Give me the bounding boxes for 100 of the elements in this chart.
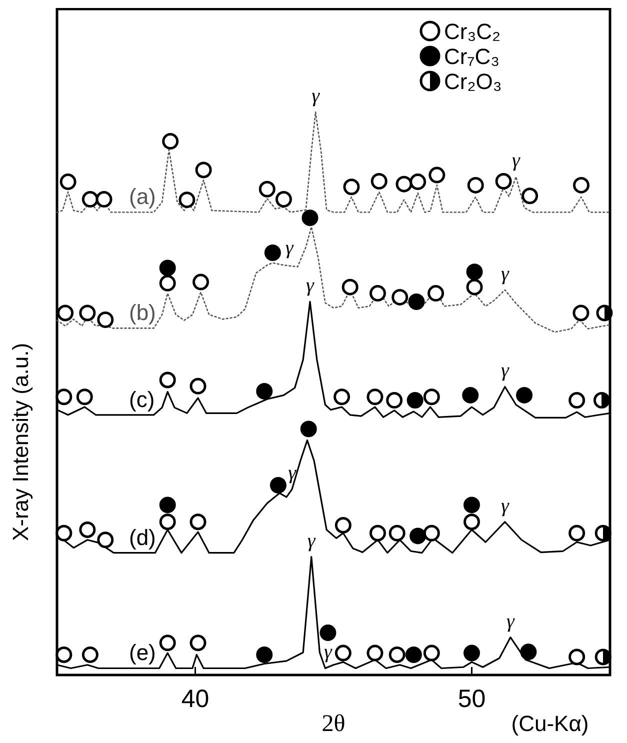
text: (Cu-Kα) [511, 711, 589, 736]
point [256, 383, 273, 400]
point [343, 178, 360, 196]
point [369, 524, 386, 542]
point [270, 477, 286, 494]
point [370, 173, 388, 190]
point [568, 648, 586, 666]
point [190, 634, 206, 652]
point [264, 244, 281, 261]
point [334, 516, 352, 534]
series-label: (e) [129, 640, 156, 666]
annotation: γ [285, 237, 294, 260]
point [467, 176, 484, 194]
point [366, 388, 384, 406]
point [159, 274, 176, 292]
point [462, 386, 479, 404]
legend-label: Cr₃C₂ [444, 19, 501, 44]
point [334, 644, 352, 662]
point [366, 644, 384, 662]
point [388, 646, 406, 663]
annotation: γ [500, 494, 510, 517]
point [593, 392, 610, 409]
point [82, 646, 98, 663]
point [369, 285, 386, 302]
annotation: γ [500, 262, 510, 285]
point [79, 304, 96, 322]
point [406, 392, 424, 409]
point [159, 634, 176, 652]
point [57, 304, 74, 322]
y-axis-title: X-ray Intensity (a.u.) [8, 342, 33, 542]
series-label: (a) [129, 184, 156, 210]
point [423, 644, 440, 662]
annotation: γ [307, 530, 316, 552]
legend-label: Cr₂O₃ [444, 69, 502, 94]
x-tick-label: 50 [458, 685, 486, 713]
series-label: (d) [129, 524, 156, 550]
point [96, 191, 112, 208]
point [466, 278, 483, 296]
point [300, 420, 317, 438]
point [464, 644, 480, 662]
point [428, 285, 444, 302]
point [522, 188, 538, 204]
point [495, 173, 512, 190]
x-tick-label: 40 [181, 685, 210, 713]
point [275, 191, 292, 208]
point [464, 514, 480, 530]
point [190, 514, 206, 530]
point [568, 392, 586, 409]
point [428, 166, 446, 184]
annotation: γ [312, 85, 321, 107]
point [162, 133, 179, 150]
point [97, 532, 114, 548]
annotation: γ [506, 610, 516, 632]
point [258, 180, 276, 198]
point [60, 174, 76, 190]
point [256, 646, 273, 663]
annotation: γ [500, 360, 510, 382]
point [392, 288, 408, 306]
point [572, 304, 590, 322]
point [410, 174, 426, 190]
point [572, 176, 590, 194]
point [408, 293, 425, 310]
point [410, 528, 426, 544]
annotation: γ [288, 462, 298, 484]
point [192, 274, 210, 290]
point [195, 162, 212, 178]
point [190, 378, 206, 394]
point [56, 524, 72, 542]
point [320, 624, 336, 642]
point [516, 386, 533, 404]
point [466, 264, 483, 280]
x-axis-title: 2θ [322, 711, 346, 737]
legend-label: Cr₇C₃ [444, 44, 500, 69]
point [594, 524, 612, 542]
series-label: (c) [129, 386, 155, 412]
point [342, 278, 358, 296]
point [82, 191, 98, 208]
point [388, 524, 406, 542]
point [97, 311, 114, 328]
point [56, 388, 72, 406]
point [56, 646, 72, 663]
point [302, 210, 318, 226]
point [405, 646, 422, 663]
point [159, 260, 176, 276]
annotation: γ [324, 641, 334, 664]
point [334, 388, 350, 406]
point [464, 496, 480, 514]
point [159, 372, 176, 388]
point [76, 388, 93, 406]
point [520, 644, 537, 660]
annotation: γ [512, 150, 522, 172]
series-label: (b) [129, 300, 156, 326]
point [396, 176, 412, 192]
point [159, 514, 176, 530]
point [423, 388, 440, 406]
point [568, 524, 586, 542]
point [423, 524, 440, 542]
point [79, 521, 96, 538]
point [386, 392, 403, 409]
point [159, 496, 176, 514]
